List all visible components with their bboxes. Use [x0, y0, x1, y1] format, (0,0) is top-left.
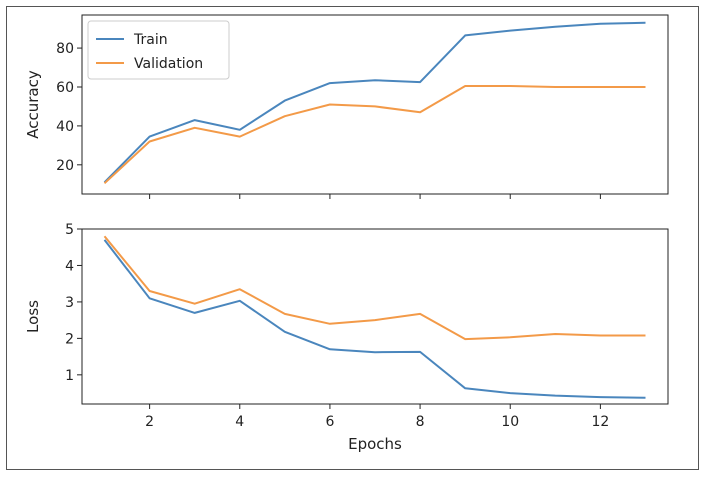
y-tick-label: 2	[65, 331, 74, 347]
legend-label-validation: Validation	[134, 56, 203, 72]
y-tick-label: 1	[65, 368, 74, 384]
y-tick-label: 5	[65, 222, 74, 238]
y-tick-label: 3	[65, 295, 74, 311]
y-tick-label: 80	[56, 41, 74, 57]
figure-frame	[6, 6, 699, 470]
x-axis-label: Epochs	[348, 435, 402, 453]
legend-box	[87, 20, 230, 80]
y-tick-label: 60	[56, 80, 74, 96]
y-tick-label: 4	[65, 258, 74, 274]
legend-label-train: Train	[133, 32, 168, 48]
x-tick-label: 6	[325, 414, 334, 430]
x-tick-label: 4	[235, 414, 244, 430]
validation-line-accuracy	[103, 85, 646, 185]
y-tick-label: 20	[56, 158, 74, 174]
axes-frame-2	[81, 228, 669, 405]
x-tick-label: 12	[591, 414, 609, 430]
y-axis-label-2: Loss	[24, 300, 42, 333]
train-line-accuracy	[103, 21, 646, 184]
x-tick-label: 2	[145, 414, 154, 430]
x-tick-label: 10	[501, 414, 519, 430]
x-tick-label: 8	[416, 414, 425, 430]
validation-line-loss	[103, 235, 646, 341]
train-line-loss	[103, 239, 646, 399]
axes-frame-1	[81, 14, 669, 195]
y-axis-label-1: Accuracy	[24, 70, 42, 139]
y-tick-label: 40	[56, 119, 74, 135]
